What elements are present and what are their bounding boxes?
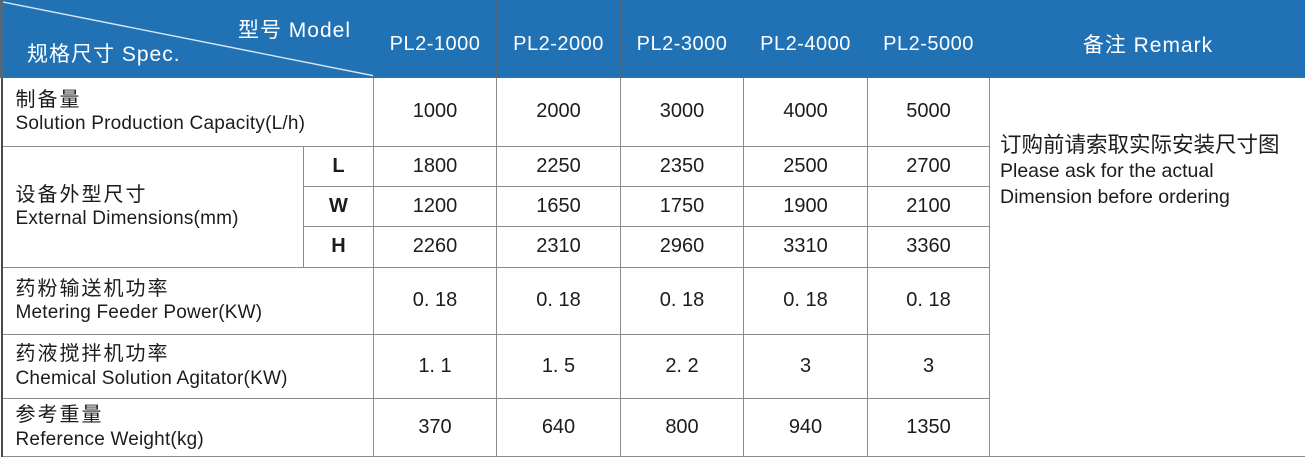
value-cell: 1800 (373, 145, 497, 187)
value-cell: 0. 18 (743, 266, 868, 335)
dimension-key-h: H (303, 225, 374, 268)
value-cell: 1650 (496, 185, 621, 227)
value-cell: 2250 (496, 145, 621, 187)
header-row: 型号 Model 规格尺寸 Spec. PL2-1000 PL2-2000 PL… (0, 0, 1305, 78)
value-cell: 3000 (620, 76, 744, 147)
value-cell: 2. 2 (620, 333, 744, 399)
value-cell: 2100 (867, 185, 990, 227)
value-cell: 3 (743, 333, 868, 399)
model-header-label: 型号 Model (237, 19, 351, 42)
value-cell: 370 (373, 397, 497, 457)
value-cell: 3310 (743, 225, 868, 268)
label-zh: 设备外型尺寸 (15, 183, 148, 206)
label-zh: 药粉输送机功率 (15, 277, 170, 300)
remark-text-en-line1: Please ask for the actual (1000, 160, 1214, 183)
table-row-reference-weight: 参考重量 Reference Weight(kg) 370 640 800 94… (1, 397, 1305, 457)
label-en: Reference Weight(kg) (15, 428, 204, 450)
value-cell: 640 (496, 397, 621, 457)
value-cell: 2500 (743, 145, 868, 187)
model-header-cell: PL2-5000 (867, 0, 990, 78)
table-row-dimension-w: W 1200 1650 1750 1900 2100 (2, 185, 1305, 227)
value-cell: 1900 (743, 185, 868, 227)
value-cell: 1000 (373, 76, 497, 147)
dimension-key-l: L (303, 145, 374, 187)
row-label-feeder-power: 药粉输送机功率 Metering Feeder Power(KW) (1, 266, 374, 335)
label-zh: 制备量 (15, 88, 82, 111)
value-cell: 1750 (620, 185, 744, 227)
value-cell: 1. 5 (496, 333, 621, 399)
value-cell: 0. 18 (373, 266, 497, 335)
value-cell: 4000 (743, 76, 868, 147)
row-label-reference-weight: 参考重量 Reference Weight(kg) (1, 397, 374, 457)
label-zh: 药液搅拌机功率 (15, 343, 170, 366)
model-header-cell: PL2-4000 (743, 0, 868, 78)
label-en: Solution Production Capacity(L/h) (15, 113, 306, 135)
row-label-external-dimensions: 设备外型尺寸 External Dimensions(mm) (1, 145, 304, 268)
corner-header-cell: 型号 Model 规格尺寸 Spec. (0, 0, 374, 78)
dimension-key-w: W (303, 185, 374, 227)
value-cell: 5000 (867, 76, 990, 147)
value-cell: 1. 1 (373, 333, 497, 399)
table-row-capacity: 制备量 Solution Production Capacity(L/h) 10… (1, 76, 1305, 457)
remark-text-zh: 订购前请索取实际安装尺寸图 (1000, 132, 1280, 157)
value-cell: 0. 18 (496, 266, 621, 335)
table-row-feeder-power: 药粉输送机功率 Metering Feeder Power(KW) 0. 18 … (1, 266, 1305, 335)
row-label-agitator-power: 药液搅拌机功率 Chemical Solution Agitator(KW) (1, 333, 374, 399)
label-en: Chemical Solution Agitator(KW) (15, 367, 288, 389)
value-cell: 0. 18 (620, 266, 744, 335)
value-cell: 2000 (496, 76, 621, 147)
value-cell: 1200 (373, 185, 497, 227)
model-header-cell: PL2-3000 (620, 0, 744, 78)
spec-header-label: 规格尺寸 Spec. (27, 42, 181, 66)
value-cell: 800 (620, 397, 744, 457)
label-en: Metering Feeder Power(KW) (15, 302, 263, 324)
model-header-cell: PL2-2000 (496, 0, 621, 78)
diagonal-line (4, 1, 373, 76)
label-en: External Dimensions(mm) (15, 208, 239, 230)
value-cell: 2960 (620, 225, 744, 268)
model-header-cell: PL2-1000 (373, 0, 497, 78)
value-cell: 2260 (373, 225, 497, 268)
label-zh: 参考重量 (15, 404, 104, 427)
table-row-agitator-power: 药液搅拌机功率 Chemical Solution Agitator(KW) 1… (1, 333, 1305, 399)
remark-header-cell: 备注 Remark (989, 0, 1305, 78)
value-cell: 2350 (620, 145, 744, 187)
value-cell: 940 (743, 397, 868, 457)
value-cell: 0. 18 (867, 266, 990, 335)
value-cell: 2700 (867, 145, 990, 187)
value-cell: 1350 (867, 397, 990, 457)
remark-cell: 订购前请索取实际安装尺寸图 Please ask for the actual … (989, 76, 1305, 457)
table-row-dimension-h: H 2260 2310 2960 3310 3360 (2, 225, 1305, 268)
value-cell: 3360 (867, 225, 990, 268)
row-label-solution-capacity: 制备量 Solution Production Capacity(L/h) (1, 76, 374, 147)
value-cell: 3 (867, 333, 990, 399)
value-cell: 2310 (496, 225, 621, 268)
table-row-dimension-l: 设备外型尺寸 External Dimensions(mm) L 1800 22… (1, 145, 1305, 268)
remark-text-en-line2: Dimension before ordering (1000, 185, 1230, 208)
